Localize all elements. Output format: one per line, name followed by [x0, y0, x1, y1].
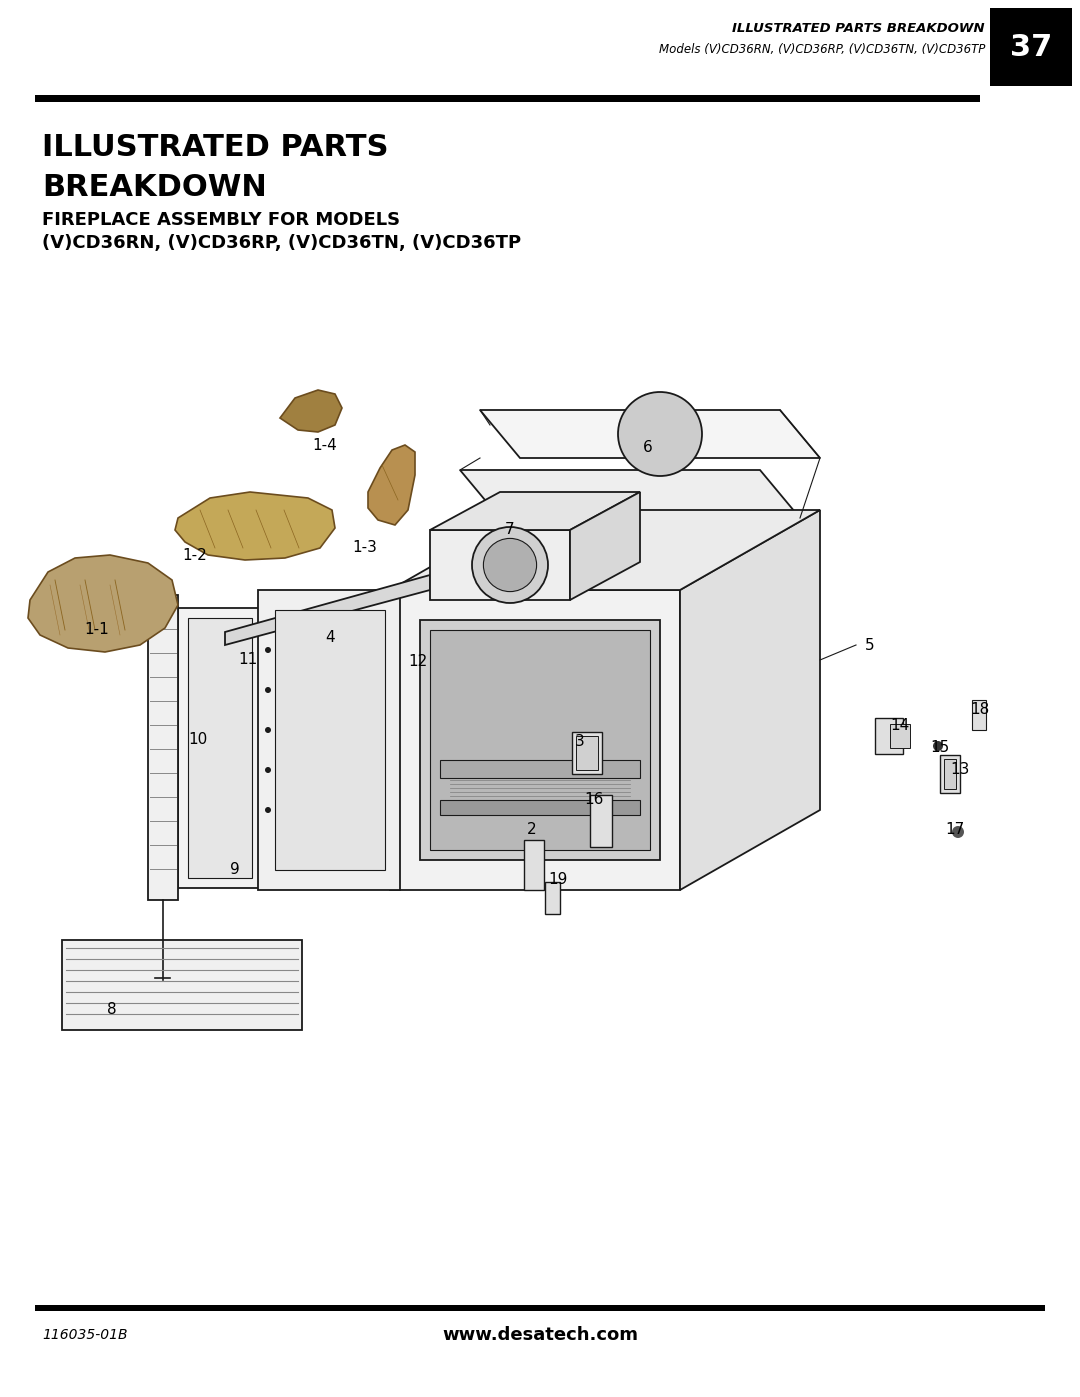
- Polygon shape: [390, 510, 820, 590]
- Bar: [62, 940, 302, 1030]
- Bar: [148, 595, 178, 900]
- Bar: [572, 732, 602, 774]
- Text: 7: 7: [505, 522, 515, 538]
- Bar: [440, 800, 640, 814]
- Bar: [940, 754, 960, 793]
- Text: 5: 5: [865, 637, 875, 652]
- Circle shape: [265, 726, 271, 733]
- Polygon shape: [368, 446, 415, 525]
- Bar: [990, 8, 1072, 87]
- Text: 19: 19: [549, 873, 568, 887]
- Text: 8: 8: [107, 1003, 117, 1017]
- Bar: [890, 724, 910, 747]
- Text: 17: 17: [945, 823, 964, 837]
- Text: 6: 6: [643, 440, 653, 455]
- Text: 4: 4: [325, 630, 335, 645]
- Bar: [35, 95, 980, 102]
- Text: 16: 16: [584, 792, 604, 807]
- Text: 10: 10: [188, 732, 207, 747]
- Polygon shape: [390, 590, 680, 890]
- Bar: [972, 700, 986, 731]
- Text: (V)CD36RN, (V)CD36RP, (V)CD36TN, (V)CD36TP: (V)CD36RN, (V)CD36RP, (V)CD36TN, (V)CD36…: [42, 235, 522, 251]
- Polygon shape: [188, 617, 252, 877]
- Bar: [545, 882, 561, 914]
- Polygon shape: [280, 390, 342, 432]
- Bar: [944, 759, 956, 789]
- Polygon shape: [258, 590, 400, 890]
- Text: 3: 3: [576, 735, 585, 750]
- Text: 13: 13: [950, 763, 970, 778]
- Circle shape: [618, 393, 702, 476]
- Polygon shape: [430, 630, 650, 849]
- Text: FIREPLACE ASSEMBLY FOR MODELS: FIREPLACE ASSEMBLY FOR MODELS: [42, 211, 400, 229]
- Bar: [576, 736, 598, 770]
- Text: 116035-01B: 116035-01B: [42, 1329, 127, 1343]
- Text: www.desatech.com: www.desatech.com: [442, 1326, 638, 1344]
- Circle shape: [484, 538, 537, 591]
- Bar: [524, 840, 544, 890]
- Polygon shape: [570, 492, 640, 599]
- Polygon shape: [460, 469, 800, 518]
- Text: 11: 11: [239, 652, 258, 668]
- Circle shape: [265, 807, 271, 813]
- Text: Models (V)CD36RN, (V)CD36RP, (V)CD36TN, (V)CD36TP: Models (V)CD36RN, (V)CD36RP, (V)CD36TN, …: [659, 43, 985, 56]
- Polygon shape: [28, 555, 178, 652]
- Text: 12: 12: [408, 655, 428, 669]
- Polygon shape: [480, 409, 820, 458]
- Circle shape: [265, 767, 271, 773]
- Circle shape: [472, 527, 548, 604]
- Circle shape: [933, 740, 943, 752]
- Text: 2: 2: [527, 823, 537, 837]
- Text: 18: 18: [970, 703, 989, 718]
- Circle shape: [951, 826, 964, 838]
- Bar: [590, 795, 612, 847]
- Polygon shape: [430, 492, 640, 529]
- Text: 14: 14: [890, 718, 909, 733]
- Text: 1-4: 1-4: [312, 437, 337, 453]
- Text: 15: 15: [930, 740, 949, 756]
- Text: 1-1: 1-1: [84, 623, 109, 637]
- Circle shape: [265, 687, 271, 693]
- Text: ILLUSTRATED PARTS BREAKDOWN: ILLUSTRATED PARTS BREAKDOWN: [732, 21, 985, 35]
- Polygon shape: [420, 620, 660, 861]
- Polygon shape: [680, 510, 820, 890]
- Circle shape: [265, 647, 271, 652]
- Text: ILLUSTRATED PARTS: ILLUSTRATED PARTS: [42, 134, 389, 162]
- Polygon shape: [175, 492, 335, 560]
- Bar: [35, 1305, 1045, 1310]
- Polygon shape: [430, 529, 570, 599]
- Bar: [875, 718, 903, 754]
- Polygon shape: [275, 610, 384, 870]
- Text: 9: 9: [230, 862, 240, 877]
- Text: 37: 37: [1010, 32, 1052, 61]
- Bar: [440, 760, 640, 778]
- Text: 1-2: 1-2: [183, 548, 207, 563]
- Text: BREAKDOWN: BREAKDOWN: [42, 173, 267, 203]
- Text: 1-3: 1-3: [352, 541, 377, 556]
- Polygon shape: [178, 608, 262, 888]
- Polygon shape: [225, 576, 430, 645]
